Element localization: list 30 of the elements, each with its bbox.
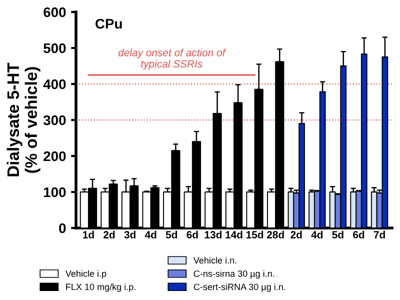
- x-tick-label: 2d: [290, 230, 302, 238]
- y-tick-label: 100: [44, 187, 66, 198]
- legend-label: C-ns-sirna 30 µg i.n.: [194, 270, 274, 279]
- x-tick-label: 5d: [332, 230, 344, 238]
- annotation: delay onset of action of typical SSRIs: [118, 48, 226, 70]
- legend-label: Vehicle i.n.: [193, 256, 236, 264]
- y-axis-title: Dialysate 5-HT (% of vehicle): [6, 62, 40, 176]
- y-tick-label: 200: [44, 151, 66, 162]
- x-tick-label: 7d: [374, 230, 385, 238]
- y-tick-label: 0: [59, 223, 66, 234]
- x-tick-label: 5d: [166, 230, 178, 238]
- x-tick-label: 13d: [204, 230, 222, 238]
- x-tick-label: 28d: [266, 230, 284, 238]
- legend-label: C-sert-siRNA 30 µg i.n.: [194, 283, 286, 292]
- legend-label: Vehicle i.p: [65, 270, 106, 279]
- x-tick-label: 4d: [311, 230, 323, 238]
- x-tick-label: 15d: [246, 230, 264, 238]
- y-tick-label: 600: [44, 7, 66, 18]
- x-tick-label: 14d: [226, 230, 242, 238]
- x-tick-label: 2d: [104, 230, 115, 238]
- annotation: CPu: [96, 18, 122, 29]
- x-tick-label: 1d: [83, 230, 94, 238]
- y-tick-label: 500: [44, 43, 66, 54]
- x-tick-label: 6d: [186, 230, 198, 238]
- y-tick-label: 400: [43, 79, 66, 90]
- y-tick-label: 300: [43, 115, 66, 126]
- x-tick-label: 4d: [144, 230, 156, 238]
- legend-label: FLX 10 mg/kg i.p.: [66, 283, 136, 292]
- x-tick-label: 6d: [353, 230, 364, 238]
- x-tick-label: 3d: [124, 230, 136, 238]
